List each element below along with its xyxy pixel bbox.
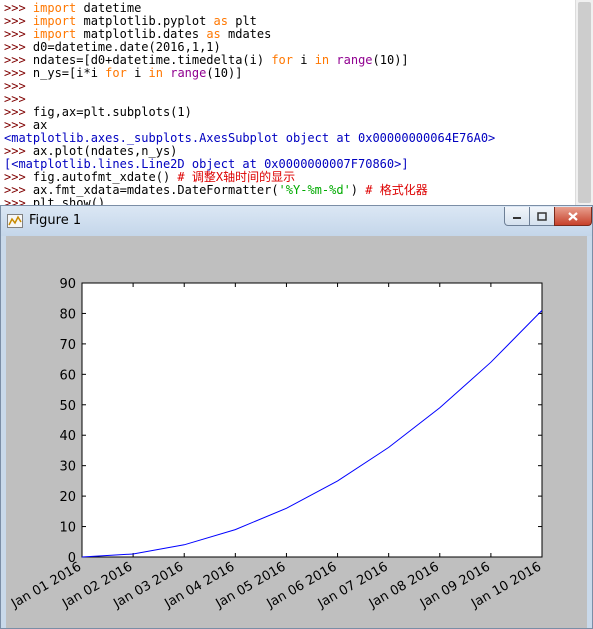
shell-token: datetime	[76, 1, 142, 15]
shell-line: >>> ax	[4, 119, 495, 132]
shell-token: ax.plot(ndates,n_ys)	[32, 144, 178, 158]
shell-token: >>>	[4, 14, 33, 28]
y-tick-label: 40	[59, 429, 76, 444]
shell-token: >>>	[4, 66, 33, 80]
shell-line: >>> ax.plot(ndates,n_ys)	[4, 145, 495, 158]
shell-line: >>> d0=datetime.date(2016,1,1)	[4, 41, 495, 54]
shell-output: >>> import datetime >>> import matplotlib…	[4, 2, 495, 206]
y-tick-label: 70	[59, 338, 76, 353]
shell-line: >>> import datetime	[4, 2, 495, 15]
shell-token: for	[271, 53, 294, 67]
shell-token: import	[32, 14, 77, 28]
shell-token: d0=datetime.date(2016,1,1)	[32, 40, 221, 54]
shell-line: >>> ndates=[d0+datetime.timedelta(i) for…	[4, 54, 495, 67]
python-shell[interactable]: >>> import datetime >>> import matplotlib…	[0, 0, 593, 205]
shell-line: >>> ax.fmt_xdata=mdates.DateFormatter('%…	[4, 184, 495, 197]
shell-token: range	[170, 66, 207, 80]
shell-token: i	[126, 66, 149, 80]
shell-token: plt.show()	[32, 196, 106, 206]
shell-token: >>>	[4, 79, 33, 93]
shell-token: fig.autofmt_xdate()	[32, 170, 178, 184]
shell-token: i	[293, 53, 315, 67]
y-tick-label: 90	[59, 277, 76, 292]
maximize-button[interactable]	[529, 207, 555, 226]
plot-area	[81, 282, 543, 558]
shell-token: fig,ax=plt.subplots(1)	[32, 105, 192, 119]
y-tick-label: 10	[59, 521, 76, 536]
shell-token: <matplotlib.axes._subplots.AxesSubplot o…	[4, 131, 496, 145]
shell-token: >>>	[4, 118, 33, 132]
shell-token: >>>	[4, 27, 33, 41]
shell-line: >>> plt.show()	[4, 196, 495, 206]
shell-token: as	[206, 27, 221, 41]
shell-token: )	[350, 183, 366, 197]
shell-token: import	[32, 1, 77, 15]
shell-token: range	[336, 53, 373, 67]
shell-token: >>>	[4, 170, 33, 184]
y-tick-label: 50	[59, 399, 76, 414]
y-tick-label: 30	[59, 460, 76, 475]
close-button[interactable]	[554, 207, 592, 226]
shell-line: <matplotlib.axes._subplots.AxesSubplot o…	[4, 132, 495, 145]
shell-scroll-thumb[interactable]	[578, 2, 591, 203]
shell-scrollbar[interactable]	[575, 0, 593, 205]
shell-token: (10)]	[372, 53, 409, 67]
figure-title: Figure 1	[29, 213, 82, 228]
shell-token: mdates	[220, 27, 272, 41]
shell-token: >>>	[4, 196, 33, 206]
shell-token: # 调整X轴时间的显示	[177, 170, 296, 184]
shell-token: for	[105, 66, 127, 80]
shell-token: plt	[228, 14, 257, 28]
shell-line: >>>	[4, 80, 495, 93]
y-tick-label: 0	[68, 551, 76, 566]
figure-titlebar[interactable]: Figure 1	[1, 206, 592, 236]
shell-token: '%Y-%m-%d'	[278, 183, 351, 197]
maximize-icon	[537, 211, 547, 221]
shell-token: >>>	[4, 105, 33, 119]
shell-token: >>>	[4, 92, 33, 106]
shell-line: >>> fig,ax=plt.subplots(1)	[4, 106, 495, 119]
minimize-button[interactable]	[504, 207, 530, 226]
y-tick-label: 20	[59, 490, 76, 505]
shell-line: >>> import matplotlib.dates as mdates	[4, 28, 495, 41]
shell-token: matplotlib.dates	[76, 27, 207, 41]
shell-line: >>> n_ys=[i*i for i in range(10)]	[4, 67, 495, 80]
shell-line: >>> fig.autofmt_xdate() # 调整X轴时间的显示	[4, 171, 495, 184]
shell-token: in	[314, 53, 330, 67]
shell-token: >>>	[4, 1, 33, 15]
close-icon	[568, 211, 578, 221]
shell-token: ax.fmt_xdata=mdates.DateFormatter(	[32, 183, 279, 197]
shell-line: >>>	[4, 93, 495, 106]
shell-line: [<matplotlib.lines.Line2D object at 0x00…	[4, 158, 495, 171]
shell-token: import	[32, 27, 77, 41]
shell-line: >>> import matplotlib.pyplot as plt	[4, 15, 495, 28]
shell-token: >>>	[4, 144, 33, 158]
shell-token: >>>	[4, 40, 33, 54]
series-line	[81, 310, 543, 558]
shell-token: in	[148, 66, 163, 80]
matplotlib-figure-icon	[7, 214, 23, 228]
y-tick-label: 60	[59, 368, 76, 383]
shell-token: n_ys=[i*i	[32, 66, 106, 80]
shell-token: as	[213, 14, 228, 28]
shell-token: # 格式化器	[365, 183, 428, 197]
minimize-icon	[513, 217, 521, 219]
shell-token: matplotlib.pyplot	[76, 14, 214, 28]
figure-canvas[interactable]: 0 10 20 30 40 50 60 70 80 90 Jan 01 2016 Jan 02 201…	[6, 236, 587, 628]
shell-token: >>>	[4, 53, 33, 67]
y-tick-label: 80	[59, 307, 76, 322]
figure-window[interactable]: Figure 1 0 10 20 30 40 50 60 70 80 90 Jan 01 2016 J…	[0, 205, 593, 629]
shell-token: ax	[32, 118, 48, 132]
shell-token: (10)]	[206, 66, 243, 80]
shell-token: [<matplotlib.lines.Line2D object at 0x00…	[4, 157, 409, 171]
shell-token: ndates=[d0+datetime.timedelta(i)	[32, 53, 272, 67]
shell-token: >>>	[4, 183, 33, 197]
